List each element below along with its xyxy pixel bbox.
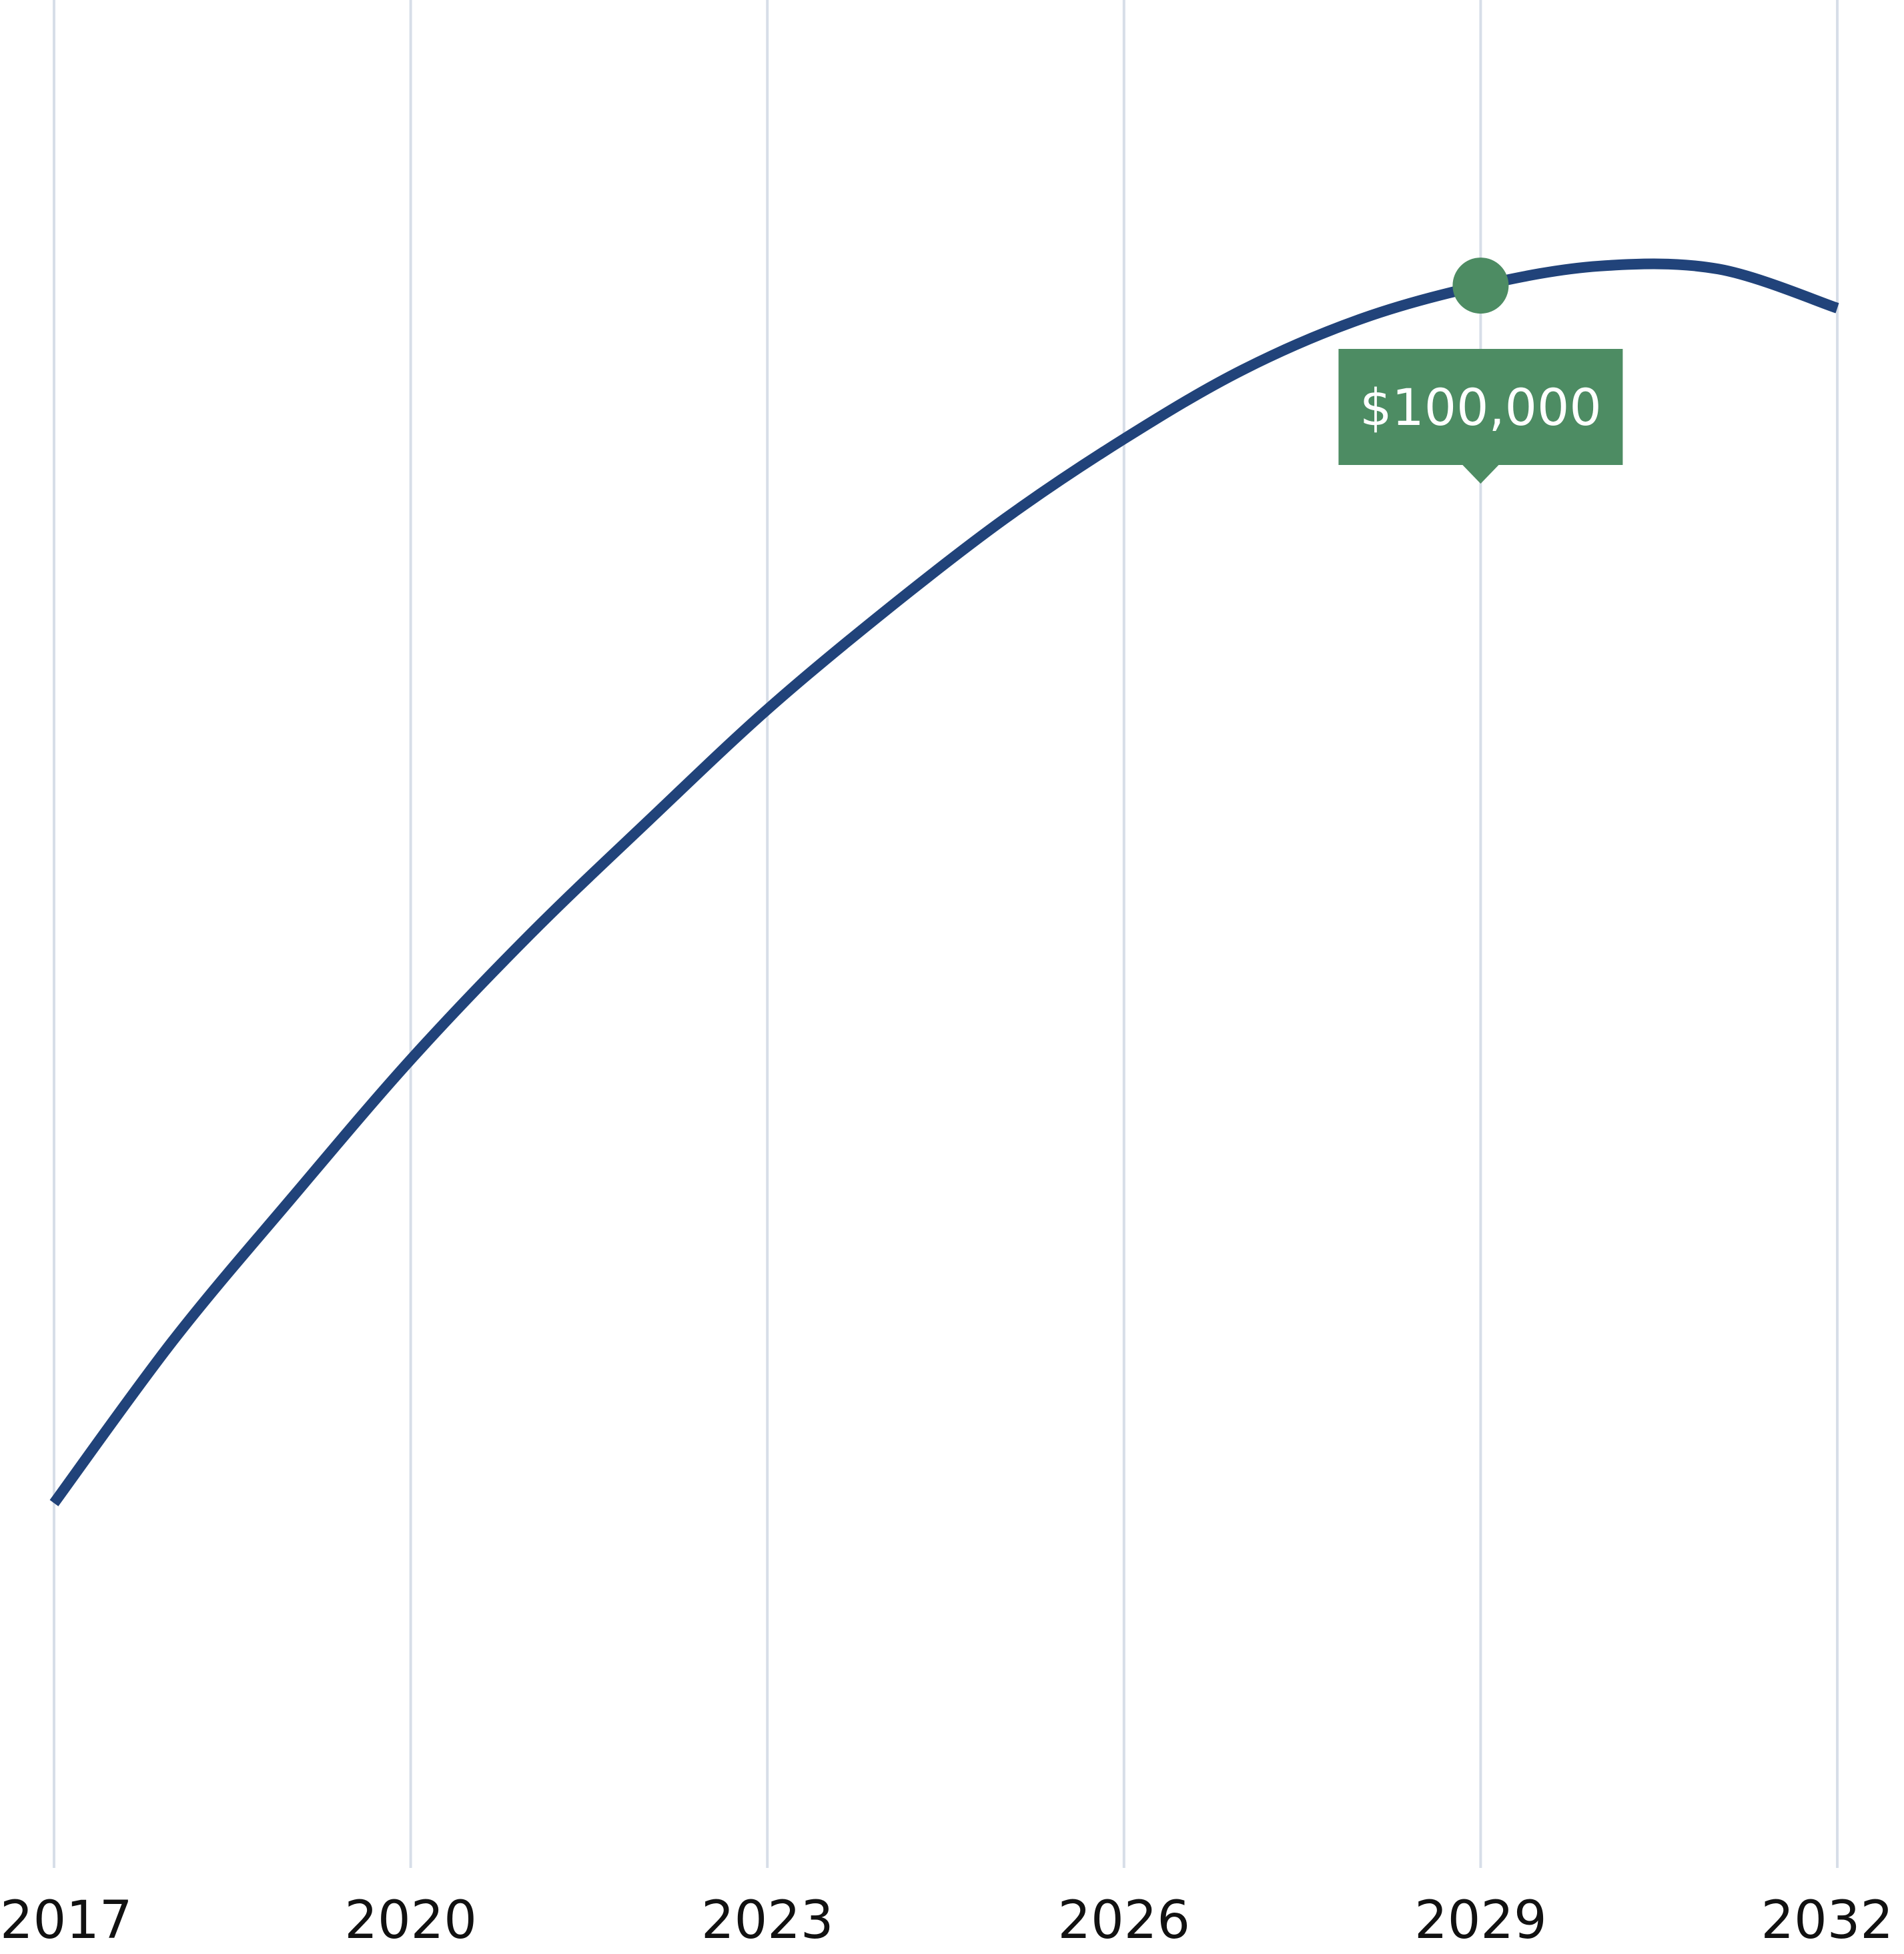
highlight-point[interactable] [1452, 258, 1509, 314]
x-tick-label: 2026 [1058, 1891, 1191, 1951]
tooltip-value-label: $100,000 [1360, 378, 1602, 437]
value-tooltip: $100,000 [1338, 349, 1623, 484]
x-axis-ticks: 2017 2020 2023 2026 2029 2032 [0, 1891, 1893, 1951]
highlight-layer: $100,000 [1338, 258, 1623, 484]
x-tick-label: 2017 [0, 1891, 133, 1951]
x-tick-label: 2029 [1414, 1891, 1547, 1951]
x-tick-label: 2020 [344, 1891, 477, 1951]
vertical-gridlines [53, 0, 1839, 1868]
tooltip-box [1338, 349, 1623, 465]
x-tick-label: 2032 [1761, 1891, 1893, 1951]
tooltip-pointer [1462, 464, 1500, 484]
x-tick-label: 2023 [701, 1891, 834, 1951]
